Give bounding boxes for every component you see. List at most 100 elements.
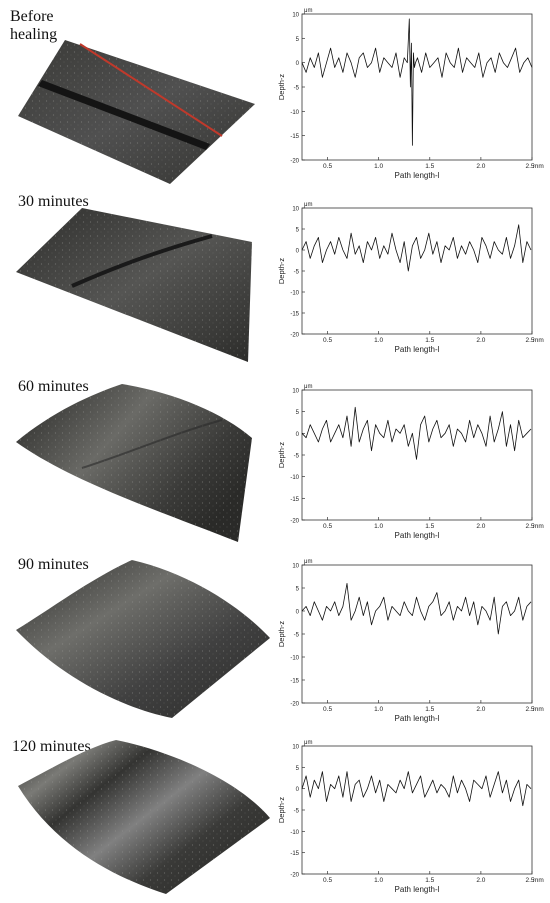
x-tick-label: 0.5	[323, 523, 332, 530]
x-tick-label: 2.5	[525, 706, 534, 713]
crack-line	[81, 419, 223, 469]
y-tick-label: 10	[292, 564, 299, 570]
y-tick-label: 5	[296, 410, 300, 416]
y-axis-label: Depth-z	[277, 797, 286, 824]
y-tick-label: -20	[290, 159, 299, 165]
x-tick-label: 2.5	[525, 523, 534, 530]
y-unit-label: μm	[304, 559, 312, 565]
x-tick-label: 1.0	[374, 337, 383, 344]
surface-image-before-healing	[18, 40, 255, 184]
panel-label-before-healing: Before healing	[10, 8, 58, 43]
surface-image-120-minutes	[18, 740, 270, 894]
y-tick-label: 10	[292, 389, 299, 395]
scan-line-marker	[79, 43, 223, 137]
x-axis-label: Path length-l	[395, 171, 440, 180]
y-tick-label: -5	[294, 86, 300, 92]
panel-label-60-minutes: 60 minutes	[18, 378, 89, 395]
y-tick-label: -15	[290, 134, 299, 140]
y-tick-label: -15	[290, 312, 299, 318]
plot-frame	[301, 207, 533, 335]
profile-line	[301, 406, 532, 460]
y-axis-label: Depth-z	[277, 258, 286, 285]
plot-frame	[301, 564, 533, 704]
x-unit-label: mm	[533, 706, 544, 713]
y-tick-label: -15	[290, 497, 299, 503]
surface-image-60-minutes	[16, 384, 252, 542]
y-unit-label: μm	[304, 740, 312, 746]
profile-line	[301, 582, 532, 635]
y-tick-label: 10	[292, 745, 299, 751]
surface-image-90-minutes	[16, 560, 270, 718]
panel-label-90-minutes: 90 minutes	[18, 556, 89, 573]
x-tick-label: 0.5	[323, 706, 332, 713]
x-tick-label: 2.0	[476, 523, 485, 530]
x-unit-label: mm	[533, 523, 544, 530]
y-tick-label: -5	[294, 633, 300, 639]
x-tick-label: 1.0	[374, 163, 383, 170]
y-tick-label: -20	[290, 333, 299, 339]
x-tick-label: 2.0	[476, 163, 485, 170]
x-tick-label: 1.0	[374, 706, 383, 713]
profile-chart-120-minutes: 10 5 0 -5 -10 -15 -20 0.5 1.0 1.5 2.0 2.5 μm mm Path l…	[277, 740, 544, 894]
y-tick-label: 5	[296, 37, 300, 43]
x-tick-label: 1.0	[374, 523, 383, 530]
panel-label-30-minutes: 30 minutes	[18, 193, 89, 210]
profile-chart-90-minutes: 10 5 0 -5 -10 -15 -20 0.5 1.0 1.5 2.0 2.5 μm mm Path l…	[277, 559, 544, 723]
y-tick-label: 10	[292, 13, 299, 19]
panel-label-120-minutes: 120 minutes	[12, 738, 91, 755]
profile-line	[301, 18, 533, 146]
x-tick-label: 0.5	[323, 337, 332, 344]
plot-frame	[301, 13, 533, 161]
y-tick-label: -5	[294, 809, 300, 815]
x-unit-label: mm	[533, 877, 544, 884]
x-tick-label: 0.5	[323, 163, 332, 170]
profile-line	[301, 771, 532, 807]
y-tick-label: -10	[290, 656, 299, 662]
x-tick-label: 2.0	[476, 337, 485, 344]
x-tick-label: 0.5	[323, 877, 332, 884]
profile-line	[301, 224, 532, 272]
profile-chart-60-minutes: 10 5 0 -5 -10 -15 -20 0.5 1.0 1.5 2.0 2.5 μm mm Path l…	[277, 384, 544, 540]
x-tick-label: 2.5	[525, 337, 534, 344]
y-tick-label: 0	[296, 249, 300, 255]
y-tick-label: -15	[290, 851, 299, 857]
y-tick-label: -15	[290, 679, 299, 685]
x-axis-label: Path length-l	[395, 531, 440, 540]
x-unit-label: mm	[533, 163, 544, 170]
y-tick-label: -10	[290, 291, 299, 297]
x-tick-label: 1.0	[374, 877, 383, 884]
y-tick-label: 10	[292, 207, 299, 213]
y-tick-label: -20	[290, 873, 299, 879]
y-tick-label: -10	[290, 110, 299, 116]
x-axis-label: Path length-l	[395, 885, 440, 894]
y-tick-label: 0	[296, 61, 300, 67]
x-tick-label: 1.5	[425, 523, 434, 530]
x-tick-label: 2.5	[525, 877, 534, 884]
x-axis-label: Path length-l	[395, 714, 440, 723]
crack-line	[71, 234, 213, 288]
x-axis-label: Path length-l	[395, 345, 440, 354]
y-axis-label: Depth-z	[277, 442, 286, 469]
x-unit-label: mm	[533, 337, 544, 344]
y-tick-label: 0	[296, 610, 300, 616]
x-tick-label: 1.5	[425, 706, 434, 713]
plot-frame	[301, 745, 533, 875]
profile-chart-before-healing: 10 5 0 -5 -10 -15 -20 0.5 1.0 1.5 2.0 2.5 μm mm Path l…	[277, 8, 544, 180]
x-tick-label: 1.5	[425, 163, 434, 170]
y-tick-label: -20	[290, 702, 299, 708]
x-tick-label: 2.5	[525, 163, 534, 170]
y-tick-label: -10	[290, 830, 299, 836]
crack-line	[38, 80, 210, 150]
y-axis-label: Depth-z	[277, 621, 286, 648]
profile-chart-30-minutes: 10 5 0 -5 -10 -15 -20 0.5 1.0 1.5 2.0 2.5 μm mm Path l…	[277, 202, 544, 354]
y-tick-label: 5	[296, 766, 300, 772]
y-tick-label: 5	[296, 228, 300, 234]
x-tick-label: 1.5	[425, 877, 434, 884]
x-tick-label: 2.0	[476, 706, 485, 713]
x-tick-label: 2.0	[476, 877, 485, 884]
y-unit-label: μm	[304, 384, 312, 390]
y-tick-label: 5	[296, 587, 300, 593]
y-tick-label: -20	[290, 519, 299, 525]
y-axis-label: Depth-z	[277, 74, 286, 101]
y-unit-label: μm	[304, 8, 312, 14]
